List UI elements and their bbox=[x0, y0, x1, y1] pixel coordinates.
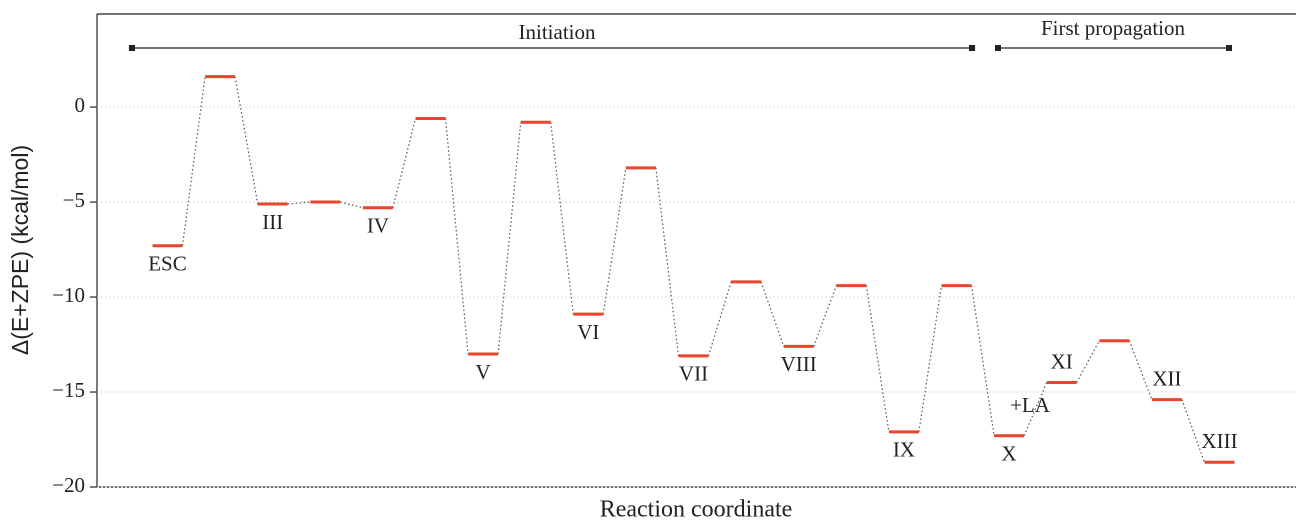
state-label: IV bbox=[367, 214, 389, 238]
connector bbox=[970, 285, 995, 436]
y-tick-label: −15 bbox=[52, 378, 85, 402]
connector bbox=[181, 76, 206, 246]
y-axis-label: Δ(E+ZPE) (kcal/mol) bbox=[7, 145, 33, 355]
state-label: XI bbox=[1051, 349, 1073, 373]
connector bbox=[655, 167, 680, 356]
phase-label: First propagation bbox=[1041, 16, 1186, 40]
y-tick-label: 0 bbox=[75, 93, 86, 117]
connector bbox=[865, 285, 890, 433]
phase-label: Initiation bbox=[519, 20, 596, 44]
connector bbox=[1181, 399, 1206, 463]
state-label: VI bbox=[577, 320, 599, 344]
connector bbox=[602, 167, 627, 315]
connector bbox=[444, 118, 469, 355]
connector bbox=[1023, 382, 1048, 436]
connector bbox=[813, 285, 837, 347]
state-label: VIII bbox=[781, 352, 817, 376]
connector bbox=[550, 122, 574, 315]
state-label: ESC bbox=[148, 252, 187, 276]
connector bbox=[760, 281, 785, 347]
phase-bracket-end bbox=[995, 45, 1001, 51]
connector bbox=[392, 118, 417, 208]
connector bbox=[234, 76, 259, 205]
annotation: +LA bbox=[1010, 393, 1051, 417]
y-tick-label: −10 bbox=[52, 283, 85, 307]
connector bbox=[918, 285, 943, 433]
connector bbox=[1128, 340, 1153, 400]
y-tick-label: −20 bbox=[52, 473, 85, 497]
connector bbox=[497, 122, 522, 355]
state-label: III bbox=[262, 210, 283, 234]
y-tick-label: −5 bbox=[63, 188, 85, 212]
phase-bracket-end bbox=[1226, 45, 1232, 51]
state-label: IX bbox=[893, 438, 915, 462]
state-label: XII bbox=[1152, 366, 1181, 390]
state-label: XIII bbox=[1201, 429, 1237, 453]
state-label: V bbox=[476, 360, 491, 384]
state-label: X bbox=[1002, 442, 1017, 466]
x-axis-label: Reaction coordinate bbox=[600, 497, 793, 523]
connector bbox=[340, 201, 364, 209]
state-label: VII bbox=[679, 362, 708, 386]
phase-bracket-end bbox=[969, 45, 975, 51]
connector bbox=[707, 281, 732, 357]
phase-bracket-end bbox=[129, 45, 135, 51]
connector bbox=[1076, 340, 1100, 383]
